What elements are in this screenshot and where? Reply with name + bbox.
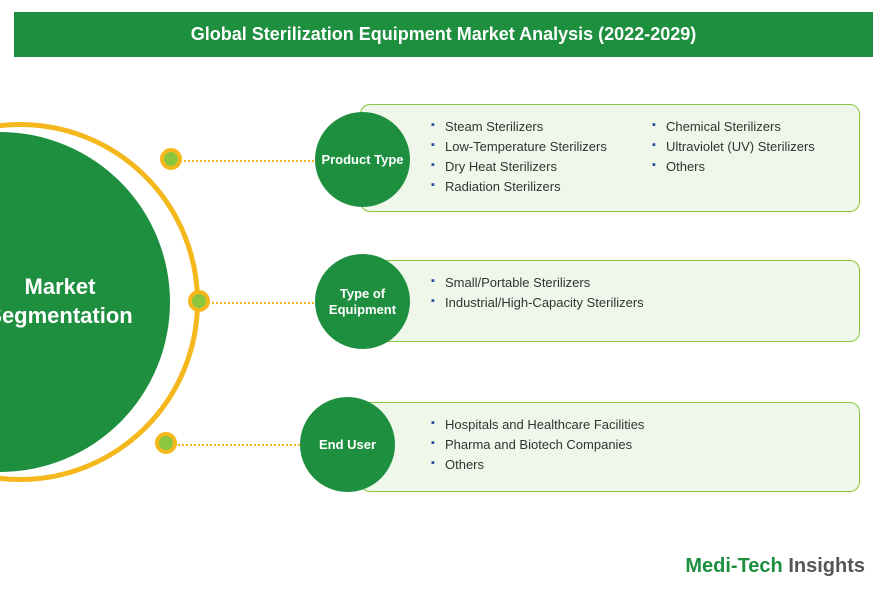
ring-node-2 [188,290,210,312]
cat-circle-product-type: Product Type [315,112,410,207]
list-item: Others [431,457,843,472]
cat-label: End User [319,437,376,453]
cat-circle-type-of-equipment: Type of Equipment [315,254,410,349]
list-item: Others [652,159,843,174]
list-item: Ultraviolet (UV) Sterilizers [652,139,843,154]
panel-list: Hospitals and Healthcare Facilities Pharm… [431,417,843,472]
ring-node-1 [160,148,182,170]
page-title: Global Sterilization Equipment Market An… [14,12,873,57]
footer-logo: Medi-Tech Insights [685,555,865,578]
ring-node-3 [155,432,177,454]
cat-label: Type of Equipment [315,286,410,317]
list-item: Radiation Sterilizers [431,179,622,194]
cat-label: Product Type [321,152,403,168]
list-item: Hospitals and Healthcare Facilities [431,417,843,432]
list-item: Industrial/High-Capacity Sterilizers [431,295,843,310]
connector-2 [200,302,330,304]
main-circle-label: Market Segmentation [0,273,170,330]
cat-circle-end-user: End User [300,397,395,492]
connector-3 [175,444,320,446]
logo-part-2: Insights [788,555,865,577]
connector-1 [180,160,330,162]
list-item: Low-Temperature Sterilizers [431,139,622,154]
list-item: Steam Sterilizers [431,119,622,134]
panel-end-user: Hospitals and Healthcare Facilities Pharm… [360,402,860,492]
panel-type-of-equipment: Small/Portable Sterilizers Industrial/Hig… [360,260,860,342]
list-item: Small/Portable Sterilizers [431,275,843,290]
panel-list: Steam Sterilizers Low-Temperature Sterili… [431,119,843,194]
panel-product-type: Steam Sterilizers Low-Temperature Sterili… [360,104,860,212]
diagram-canvas: Market Segmentation Steam Sterilizers Low… [0,72,887,552]
list-item: Pharma and Biotech Companies [431,437,843,452]
list-item: Chemical Sterilizers [652,119,843,134]
list-item: Dry Heat Sterilizers [431,159,622,174]
panel-list: Small/Portable Sterilizers Industrial/Hig… [431,275,843,310]
logo-part-1: Medi-Tech [685,555,788,577]
